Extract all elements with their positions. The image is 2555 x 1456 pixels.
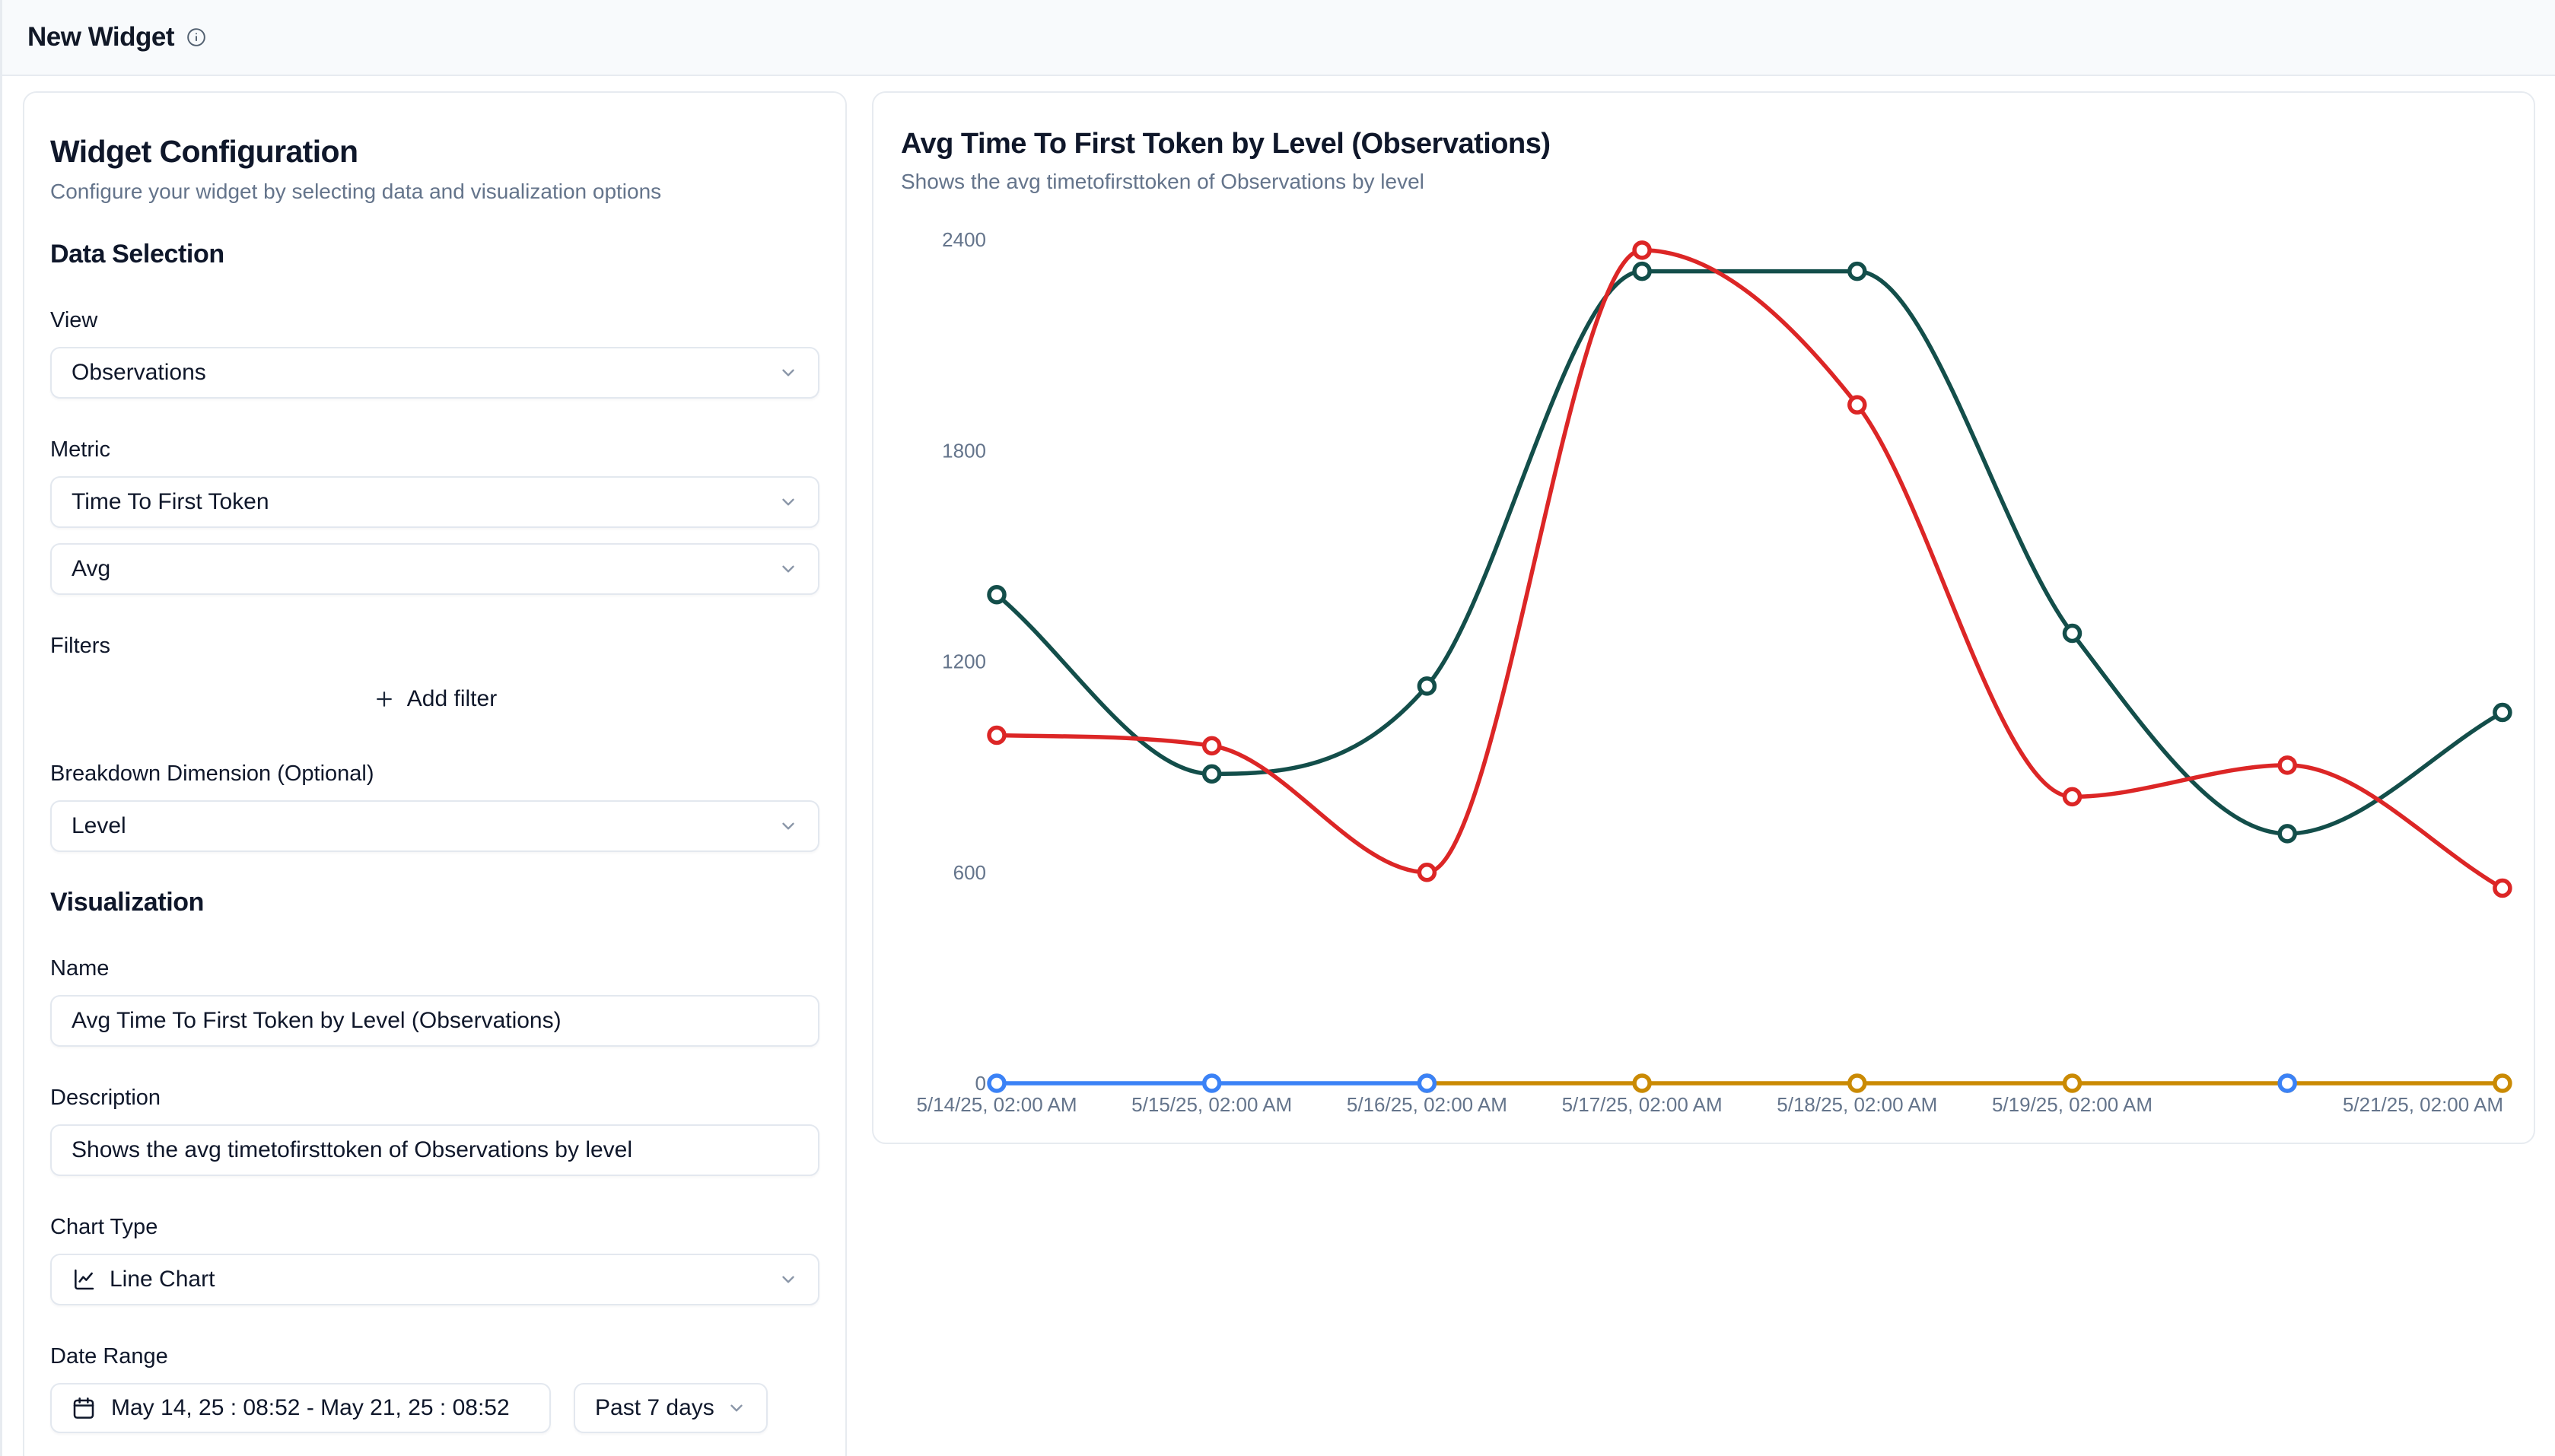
series-blue-point [1201,1073,1222,1093]
x-axis-tick-label: 5/17/25, 02:00 AM [1562,1093,1723,1116]
calendar-icon [73,1397,94,1419]
y-axis-tick-label: 0 [975,1072,986,1095]
chart-type-select[interactable]: Line Chart [50,1254,819,1305]
chevron-down-icon [730,1404,743,1412]
x-axis-tick-label: 5/15/25, 02:00 AM [1131,1093,1292,1116]
series-teal-point [2493,702,2512,723]
x-axis-tick-label: 5/14/25, 02:00 AM [916,1093,1077,1116]
series-blue-point [987,1073,1007,1093]
top-header-bar: New Widget [2,0,2555,76]
chart-title: Avg Time To First Token by Level (Observ… [901,128,1551,160]
page-title: New Widget [27,22,175,52]
series-red-point [2062,787,2082,807]
config-panel-title: Widget Configuration [50,134,358,169]
config-panel-subtitle: Configure your widget by selecting data … [50,180,662,203]
chart-subtitle: Shows the avg timetofirsttoken of Observ… [901,170,1424,193]
view-select-value: Observations [72,360,206,385]
series-blue-point [2277,1073,2297,1093]
y-axis-tick-label: 1200 [942,650,986,673]
y-axis-tick-label: 600 [953,861,986,884]
chevron-down-icon [782,822,794,830]
metric-select[interactable]: Time To First Token [50,476,819,528]
series-red-point [1847,395,1867,415]
date-range-preset-button[interactable]: Past 7 days [574,1383,768,1433]
metric-label: Metric [50,437,110,462]
aggregation-select-value: Avg [72,556,111,581]
chevron-down-icon [782,1276,794,1283]
name-input[interactable]: Avg Time To First Token by Level (Observ… [50,995,819,1047]
series-red-point [1201,736,1222,756]
line-chart-icon [75,1269,94,1290]
date-range-value: May 14, 25 : 08:52 - May 21, 25 : 08:52 [111,1395,510,1420]
chevron-down-icon [782,498,794,506]
description-input[interactable]: Shows the avg timetofirsttoken of Observ… [50,1124,819,1176]
metric-select-value: Time To First Token [72,489,269,514]
add-filter-button[interactable]: Add filter [353,676,517,723]
view-label: View [50,308,98,332]
name-input-value: Avg Time To First Token by Level (Observ… [72,1008,562,1033]
info-icon[interactable] [186,27,206,47]
add-filter-row: Add filter [50,676,819,723]
series-amber-point [2062,1073,2082,1093]
series-teal-point [1847,261,1867,281]
chart-area: 0 600 1200 1800 2400 5/14/25, 02:00 AM 5/15/25… [901,212,2512,1133]
series-amber-point [1847,1073,1867,1093]
date-range-preset-value: Past 7 days [595,1395,714,1420]
series-teal-point [2062,623,2082,644]
plus-icon [376,691,392,707]
chart-type-select-value: Line Chart [110,1267,215,1292]
description-label: Description [50,1086,161,1110]
series-teal-point [1417,676,1437,696]
y-axis-tick-label: 1800 [942,439,986,462]
x-axis-tick-label: 5/19/25, 02:00 AM [1992,1093,2152,1116]
date-range-label: Date Range [50,1344,168,1369]
main-content: Widget Configuration Configure your widg… [2,76,2555,1456]
x-axis-tick-label: 5/21/25, 02:00 AM [2343,1093,2503,1116]
aggregation-select[interactable]: Avg [50,543,819,595]
date-range-button[interactable]: May 14, 25 : 08:52 - May 21, 25 : 08:52 [50,1383,551,1433]
breakdown-select-value: Level [72,813,126,838]
description-input-value: Shows the avg timetofirsttoken of Observ… [72,1137,633,1162]
view-select[interactable]: Observations [50,347,819,399]
series-blue-point [1417,1073,1437,1093]
series-red-point [1417,863,1437,882]
series-amber-point [2493,1073,2512,1093]
series-amber-point [1632,1073,1652,1093]
chevron-down-icon [782,369,794,377]
breakdown-label: Breakdown Dimension (Optional) [50,761,374,786]
x-axis-tick-label: 5/16/25, 02:00 AM [1347,1093,1507,1116]
series-red-point [1632,240,1652,260]
x-axis-tick-label: 5/18/25, 02:00 AM [1777,1093,1937,1116]
series-red-point [2277,755,2297,775]
y-axis-tick-label: 2400 [942,228,986,251]
chart-preview-panel: Avg Time To First Token by Level (Observ… [872,91,2535,1144]
date-range-row: May 14, 25 : 08:52 - May 21, 25 : 08:52 … [50,1383,819,1433]
series-teal-line [994,269,2505,836]
widget-configuration-panel: Widget Configuration Configure your widg… [23,91,847,1456]
breakdown-select[interactable]: Level [50,800,819,852]
name-label: Name [50,956,110,981]
series-teal-point [1201,764,1222,784]
series-teal-point [2277,824,2297,844]
chart-type-label: Chart Type [50,1215,158,1239]
line-chart-svg: 0 600 1200 1800 2400 5/14/25, 02:00 AM 5/15/25… [916,228,2512,1116]
series-red-point [2493,878,2512,898]
series-red-line [994,248,2505,891]
data-selection-heading: Data Selection [50,240,224,269]
series-teal-point [987,584,1007,605]
series-teal-point [1632,261,1652,281]
series-red-point [987,725,1007,745]
chevron-down-icon [782,565,794,573]
visualization-heading: Visualization [50,888,205,917]
filters-label: Filters [50,634,110,658]
add-filter-label: Add filter [406,686,498,711]
